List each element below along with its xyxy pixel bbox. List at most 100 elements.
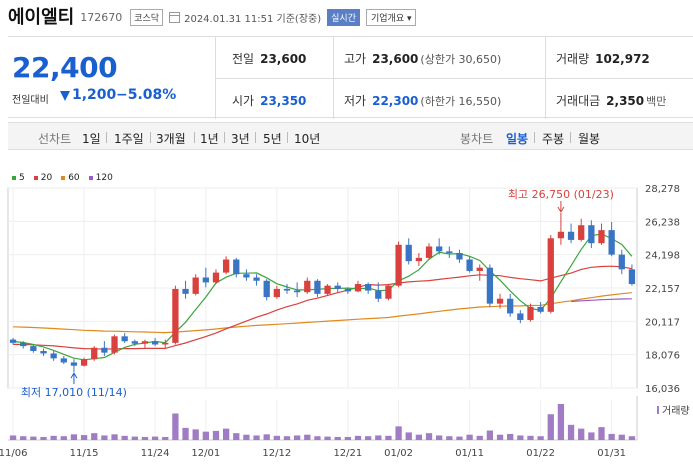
- candle-body: [263, 280, 270, 298]
- realtime-button[interactable]: 실시간: [327, 8, 360, 26]
- low-marker-arrow: [70, 372, 78, 379]
- candle-body: [222, 259, 230, 273]
- y-tick-label: 22,157: [645, 284, 680, 295]
- company-overview-dropdown[interactable]: 기업개요 ▾: [365, 8, 417, 26]
- tab-daily[interactable]: 일봉: [506, 132, 529, 146]
- volume-bar: [334, 436, 341, 440]
- tab-weekly[interactable]: 주봉: [542, 132, 565, 146]
- tab-1w[interactable]: 1주일: [114, 132, 144, 146]
- candle-body: [537, 306, 544, 312]
- legend-ma60: 60: [61, 173, 80, 183]
- candle-body: [557, 231, 565, 239]
- volume-bar: [365, 436, 372, 440]
- volume-bar: [151, 436, 159, 440]
- x-tick-label: 11/06: [0, 448, 27, 459]
- market-badge: 코스닥: [130, 8, 164, 26]
- volume-bar: [537, 436, 544, 440]
- volume-bar: [243, 434, 250, 440]
- candle-body: [202, 277, 209, 283]
- volume-bar: [314, 436, 321, 440]
- volume-bar: [202, 431, 209, 440]
- high-note: 최고 26,750 (01/23): [508, 188, 614, 201]
- change-rate: −5.08%: [116, 87, 177, 103]
- ma120-line: [571, 298, 632, 303]
- candle-body: [486, 267, 494, 304]
- tab-10y[interactable]: 10년: [294, 132, 321, 146]
- y-tick-label: 28,278: [645, 184, 680, 195]
- tab-3y[interactable]: 3년: [231, 132, 250, 146]
- volume-bar: [131, 436, 138, 440]
- tab-3m[interactable]: 3개월: [156, 132, 186, 146]
- candle-body: [192, 277, 199, 294]
- y-tick-label: 16,036: [645, 384, 680, 395]
- legend-ma5: 5: [12, 173, 25, 183]
- candle-body: [314, 280, 321, 294]
- candle-body: [436, 246, 443, 252]
- trade-amount: 거래대금 2,350 백만: [556, 94, 667, 108]
- candle-body: [375, 290, 382, 299]
- day-low: 저가 22,300 (하한가 16,550): [344, 94, 502, 108]
- volume-bar: [222, 428, 230, 440]
- volume-bar: [111, 434, 118, 440]
- change-value: 1,200: [72, 87, 117, 103]
- candle-body: [283, 288, 291, 291]
- volume-bar: [354, 435, 362, 440]
- candle-body: [172, 288, 179, 343]
- candle-body: [253, 277, 260, 281]
- tab-5y[interactable]: 5년: [263, 132, 282, 146]
- volume-bar: [436, 435, 443, 440]
- candle-body: [91, 347, 98, 360]
- candle-body: [40, 351, 47, 354]
- candle-body: [354, 284, 362, 292]
- tab-1d[interactable]: 1일: [82, 132, 101, 146]
- candle-body: [405, 244, 412, 262]
- candle-body: [496, 298, 504, 304]
- volume-bar: [212, 430, 220, 440]
- volume-bar: [385, 435, 392, 440]
- chart-tabs: 선차트 1일 1주일 3개월 1년 3년 5년 10년 봉차트 일봉 주봉 월봉: [8, 122, 693, 150]
- candle-body: [415, 257, 423, 262]
- volume-bar: [20, 436, 27, 440]
- candle-body: [304, 280, 311, 293]
- candle-body: [517, 313, 524, 320]
- volume-bar: [40, 436, 47, 440]
- volume-bar: [162, 436, 169, 440]
- x-tick-label: 01/31: [597, 448, 626, 459]
- candle-body: [324, 285, 331, 294]
- x-tick-label: 01/22: [526, 448, 555, 459]
- candle-body: [162, 342, 169, 345]
- volume-bar: [425, 433, 433, 440]
- volume-bar: [598, 427, 605, 440]
- volume: 거래량 102,972: [556, 52, 650, 66]
- candle-body: [466, 259, 473, 271]
- change-label: 전일대비: [12, 95, 49, 106]
- price-summary: 22,400 전일대비 1,200 −5.08% 전일 23,600 고가 23,6…: [8, 36, 693, 119]
- volume-bar: [527, 435, 534, 440]
- x-tick-label: 01/11: [455, 448, 484, 459]
- volume-bar: [304, 434, 311, 440]
- candle-body: [507, 298, 514, 314]
- candle-body: [365, 284, 372, 291]
- volume-bar: [91, 433, 98, 440]
- tab-monthly[interactable]: 월봉: [578, 132, 601, 146]
- volume-bar: [578, 428, 585, 440]
- calendar-icon: [169, 11, 181, 23]
- volume-bar: [415, 434, 423, 440]
- volume-bar: [395, 426, 402, 440]
- legend-ma120: 120: [88, 173, 113, 183]
- tab-1y[interactable]: 1년: [200, 132, 219, 146]
- candle-body: [588, 225, 595, 244]
- volume-bar: [283, 436, 291, 440]
- volume-bar: [233, 433, 240, 440]
- candle-body: [121, 336, 128, 342]
- volume-bar: [30, 436, 37, 440]
- stock-header: 에이엘티 172670 코스닥 2024.01.31 11:51 기준(장중) …: [0, 0, 693, 32]
- candle-body: [547, 238, 554, 312]
- low-note: 최저 17,010 (11/14): [21, 386, 127, 399]
- candle-body: [131, 341, 138, 344]
- candle-body: [50, 353, 57, 359]
- ma60-line: [13, 292, 632, 334]
- candle-body: [101, 347, 108, 353]
- volume-legend-swatch: [657, 406, 659, 414]
